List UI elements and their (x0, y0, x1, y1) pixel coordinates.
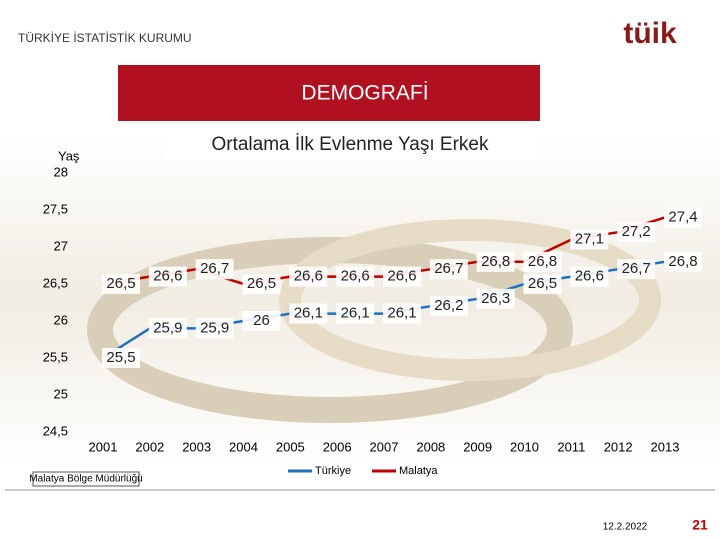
x-tick-label: 2008 (416, 439, 445, 454)
label-box (617, 259, 656, 280)
section-title: DEMOGRAFİ (301, 82, 428, 105)
x-tick-label: 2010 (510, 439, 539, 454)
y-tick-label: 26 (54, 312, 68, 327)
data-label: 26,6 (387, 268, 416, 285)
data-label: 26,8 (668, 253, 697, 270)
x-tick-label: 2011 (557, 439, 585, 454)
data-label: 27,1 (575, 231, 604, 248)
logo: tüik (623, 17, 677, 50)
x-tick-label: 2002 (135, 439, 164, 454)
label-box (476, 288, 515, 309)
data-label: 26 (253, 312, 270, 329)
y-tick-label: 24,5 (43, 423, 68, 438)
label-box (195, 259, 234, 280)
data-label: 26,8 (528, 253, 557, 270)
label-box (289, 266, 328, 287)
data-label: 26,5 (106, 275, 135, 292)
data-label: 26,6 (341, 268, 370, 285)
x-tick-label: 2003 (182, 439, 211, 454)
data-label: 26,3 (481, 290, 510, 307)
label-box (195, 318, 234, 339)
label-box (289, 303, 328, 324)
title-box (163, 128, 538, 160)
label-box (664, 251, 702, 272)
data-label: 26,1 (341, 305, 370, 322)
y-tick-label: 26,5 (43, 275, 68, 290)
label-box (148, 318, 187, 339)
office: Malatya Bölge Müdürlüğü (29, 474, 142, 485)
data-label: 26,7 (200, 260, 229, 277)
label-box (383, 266, 421, 287)
x-tick-label: 2006 (323, 439, 352, 454)
label-box (429, 259, 468, 280)
ring (279, 219, 661, 381)
label-box (523, 274, 562, 294)
y-axis-label: Yaş (58, 148, 80, 163)
label-box (148, 266, 187, 287)
label-box (102, 274, 140, 294)
footer-box (32, 471, 140, 487)
organization: TÜRKİYE İSTATİSTİK KURUMU (18, 31, 192, 45)
data-label: 27,4 (668, 208, 697, 225)
data-label: 25,9 (200, 319, 229, 336)
data-label: 26,5 (528, 275, 557, 292)
x-tick-label: 2007 (370, 439, 399, 454)
label-box (429, 296, 468, 317)
label-box (570, 229, 609, 250)
label-box (336, 303, 375, 324)
data-label: 26,7 (434, 260, 463, 277)
label-box (617, 222, 656, 243)
y-tick-label: 27,5 (43, 201, 68, 216)
data-label: 26,6 (153, 268, 182, 285)
label-box (102, 348, 140, 368)
data-label: 26,1 (387, 305, 416, 322)
x-tick-label: 2004 (229, 439, 258, 454)
y-tick-label: 25,5 (43, 349, 68, 364)
x-tick-label: 2005 (276, 439, 305, 454)
date: 12.2.2022 (603, 522, 648, 533)
data-label: 27,2 (622, 223, 651, 240)
x-tick-label: 2001 (89, 439, 118, 454)
label-box (476, 251, 515, 272)
y-tick-label: 27 (54, 238, 68, 253)
data-label: 26,6 (575, 268, 604, 285)
legend-label: Malatya (399, 465, 438, 477)
label-box (242, 311, 281, 331)
data-label: 26,8 (481, 253, 510, 270)
label-box (242, 274, 281, 294)
label-box (383, 303, 421, 324)
data-label: 26,5 (247, 275, 276, 292)
data-label: 26,6 (294, 268, 323, 285)
chart-title: Ortalama İlk Evlenme Yaşı Erkek (211, 134, 489, 155)
y-tick-label: 28 (54, 164, 68, 179)
page-number: 21 (692, 517, 708, 533)
data-label: 26,7 (622, 260, 651, 277)
x-tick-label: 2012 (604, 439, 633, 454)
data-label: 26,2 (434, 297, 463, 314)
x-tick-label: 2013 (651, 439, 680, 454)
legend-label: Türkiye (315, 465, 351, 477)
section-banner (118, 65, 540, 121)
x-tick-label: 2009 (463, 439, 492, 454)
label-box (664, 207, 702, 228)
label-box (336, 266, 375, 287)
data-label: 26,1 (294, 305, 323, 322)
data-label: 25,5 (106, 349, 135, 366)
y-tick-label: 25 (54, 386, 68, 401)
data-label: 25,9 (153, 319, 182, 336)
label-box (523, 251, 562, 272)
label-box (570, 266, 609, 287)
